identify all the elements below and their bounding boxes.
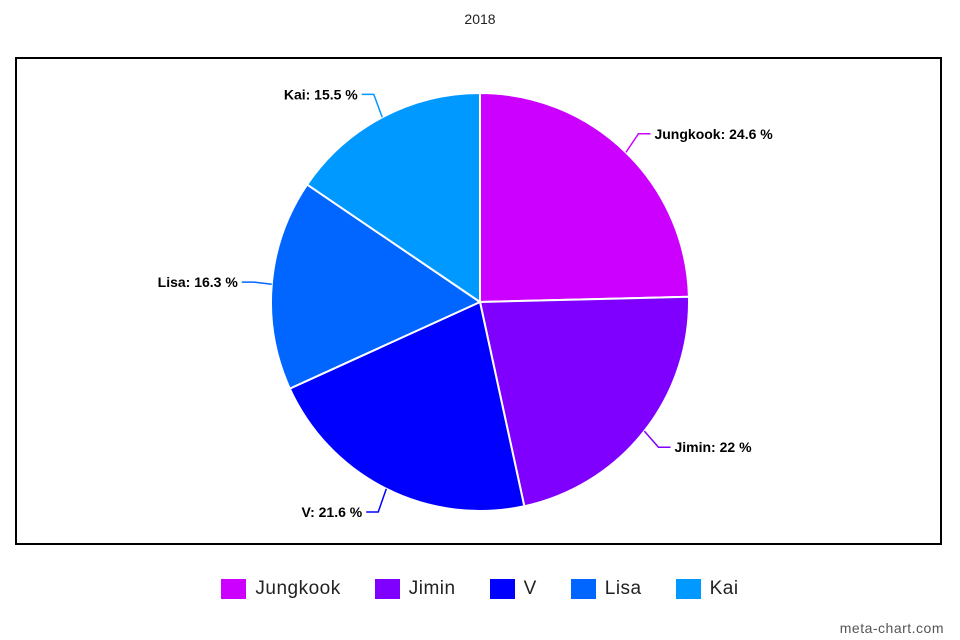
legend-swatch	[221, 579, 247, 599]
legend-swatch	[489, 579, 515, 599]
leader-line-kai	[361, 93, 383, 118]
data-label-jimin: Jimin: 22 %	[674, 439, 752, 455]
legend-item-jimin[interactable]: Jimin	[374, 578, 456, 600]
data-label-jungkook: Jungkook: 24.6 %	[654, 126, 773, 142]
chart-title: 2018	[464, 11, 496, 27]
legend-swatch	[675, 579, 701, 599]
legend-label: Lisa	[604, 578, 642, 599]
legend-label: Jimin	[408, 578, 456, 599]
leader-line-jimin	[643, 430, 671, 448]
leader-line-jungkook	[625, 133, 651, 153]
plot-frame	[15, 57, 942, 545]
legend-label: Jungkook	[255, 578, 341, 599]
data-label-lisa: Lisa: 16.3 %	[158, 274, 239, 290]
legend-item-lisa[interactable]: Lisa	[570, 578, 642, 600]
leader-line-v	[366, 488, 387, 513]
pie-slice-v	[288, 300, 526, 512]
pie-slice-lisa	[270, 183, 483, 390]
pie-slice-kai	[305, 91, 481, 304]
legend-label: Kai	[709, 578, 739, 599]
watermark: meta-chart.com	[839, 620, 944, 636]
legend-item-v[interactable]: V	[489, 578, 537, 600]
leader-line-lisa	[241, 281, 272, 286]
legend-swatch	[570, 579, 596, 599]
legend-item-jungkook[interactable]: Jungkook	[221, 578, 340, 600]
data-label-kai: Kai: 15.5 %	[284, 86, 358, 102]
pie-slice-jungkook	[479, 91, 690, 304]
legend: Jungkook Jimin V Lisa Kai	[0, 578, 960, 600]
legend-item-kai[interactable]: Kai	[675, 578, 739, 600]
data-label-v: V: 21.6 %	[302, 504, 363, 520]
legend-swatch	[374, 579, 400, 599]
legend-label: V	[523, 578, 537, 599]
